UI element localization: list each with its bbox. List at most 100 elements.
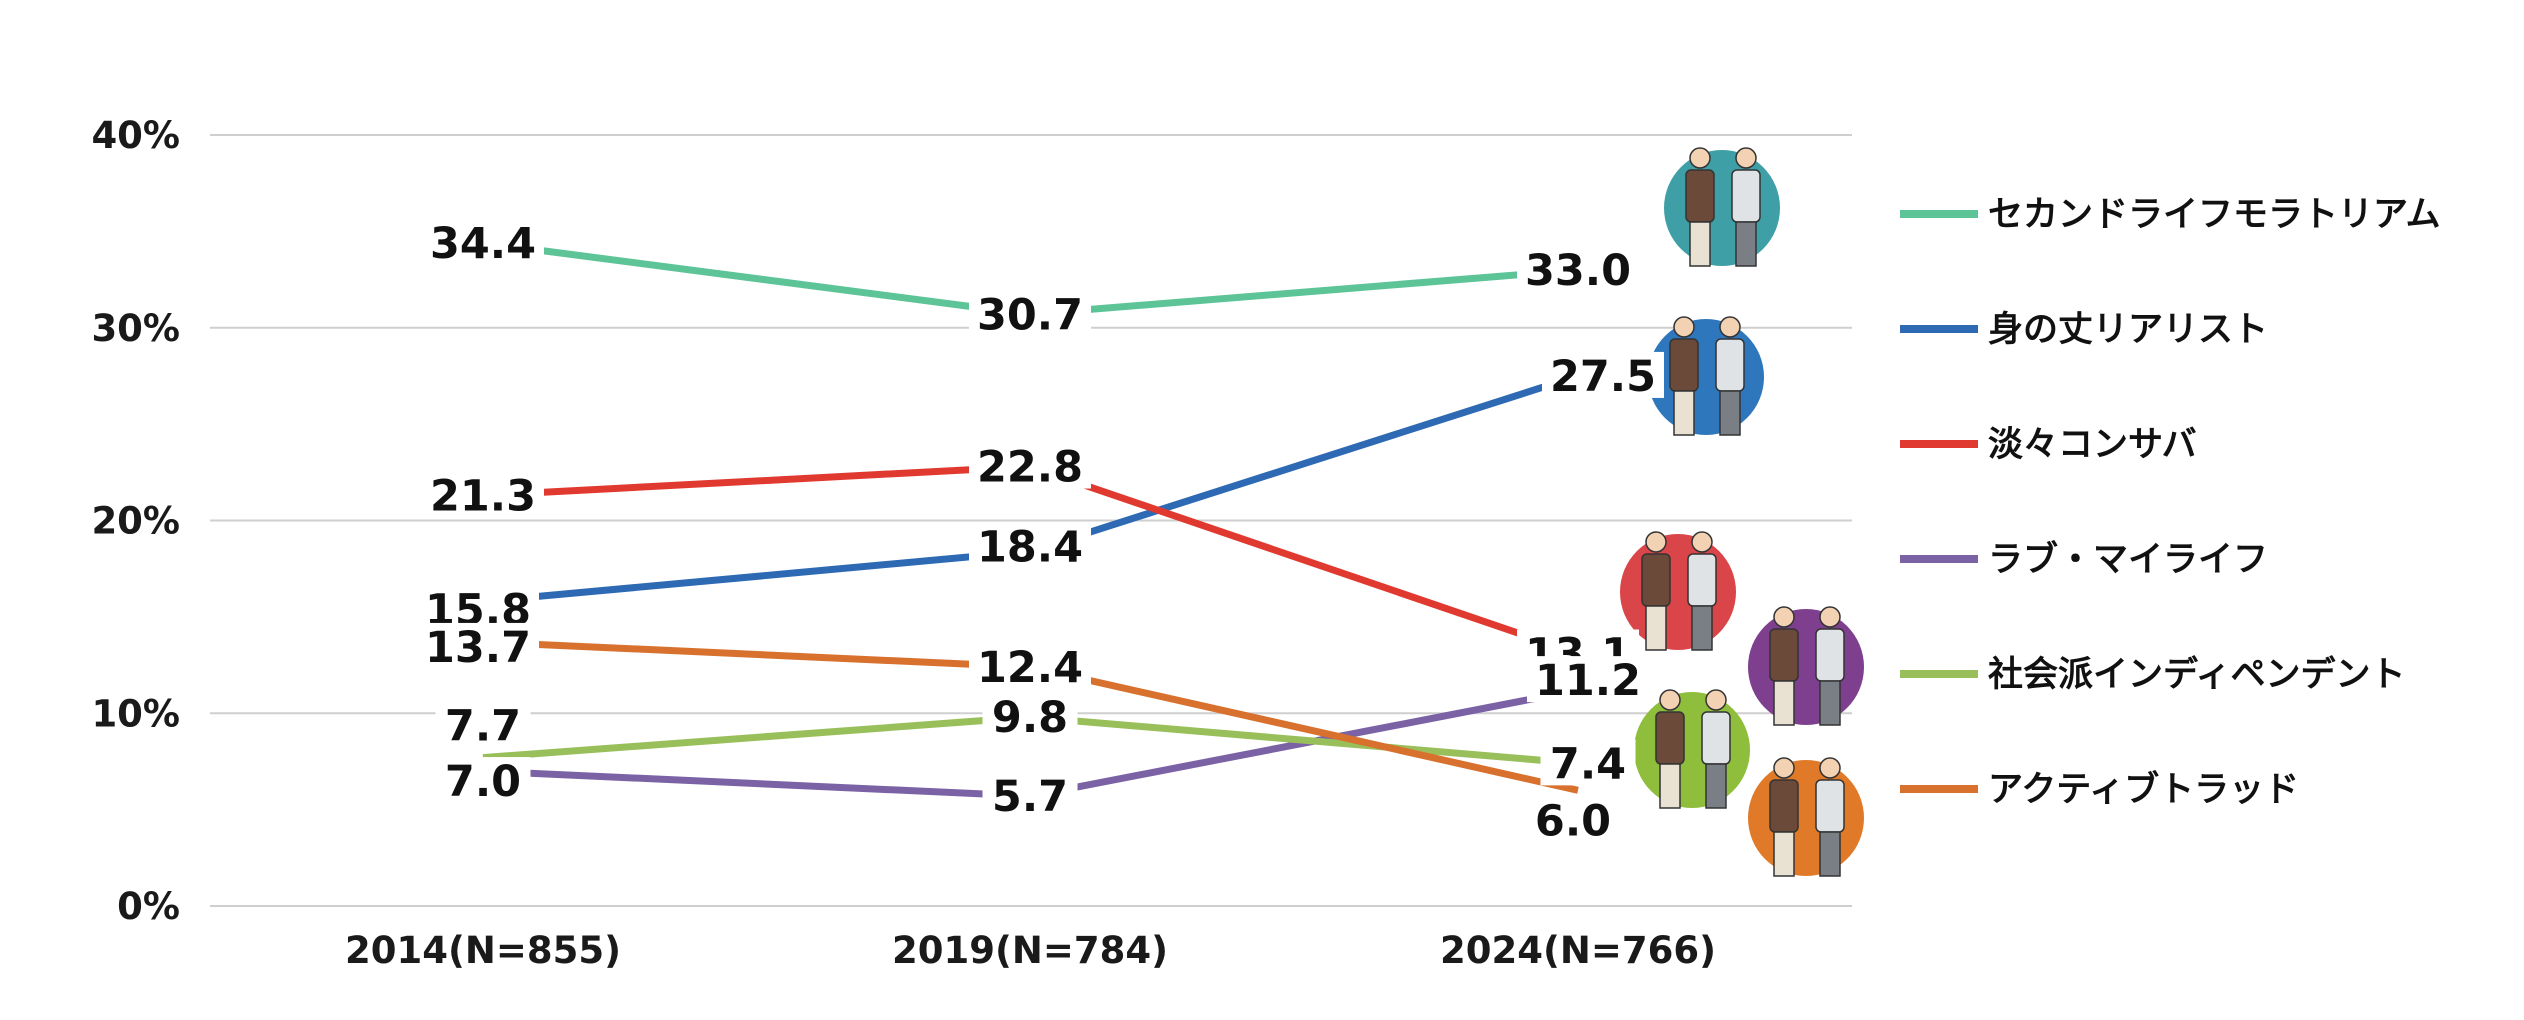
couple-illustration-3 [1620, 531, 1736, 651]
data-label-backing [1527, 656, 1649, 703]
person-legs [1819, 680, 1841, 726]
legend-item: ラブ・マイライフ [1900, 539, 2268, 580]
data-label-backing [422, 218, 544, 265]
data-label-backing [982, 693, 1078, 740]
person-head [1719, 316, 1741, 338]
data-label-backing [969, 290, 1091, 337]
data-labels: 34.430.733.015.818.427.521.322.813.17.0 5… [417, 218, 1664, 846]
y-axis: 0% 10% 20% 30% 40% [91, 114, 180, 928]
person-legs [1705, 763, 1727, 809]
data-label: 30.7 [977, 290, 1083, 340]
person-legs [1659, 763, 1681, 809]
data-label-backing [1542, 351, 1664, 398]
person-head [1689, 147, 1711, 169]
person-head [1773, 606, 1795, 628]
person-legs [1673, 390, 1695, 436]
data-label: 7.4 [1550, 739, 1626, 789]
data-label: 7.0 [445, 757, 521, 807]
data-label: 11.2 [1535, 656, 1641, 706]
data-label: 12.4 [977, 643, 1083, 693]
person-body [1815, 628, 1845, 682]
person-head [1673, 316, 1695, 338]
data-label: 13.7 [425, 623, 531, 673]
data-label-backing [422, 471, 544, 518]
legend-label: 淡々コンサバ [1988, 425, 2197, 465]
couple-illustration-6 [1748, 757, 1864, 877]
legend-item: 身の丈リアリスト [1900, 310, 2268, 350]
person-head [1735, 147, 1757, 169]
data-label-backing [1525, 796, 1621, 843]
person-body [1815, 779, 1845, 833]
person-body [1731, 169, 1761, 223]
legend-label: セカンドライフモラトリアム [1988, 195, 2441, 235]
data-label-backing [1540, 739, 1636, 786]
data-label: 9.8 [992, 693, 1068, 743]
person-body [1655, 711, 1685, 765]
data-label-backing [1517, 245, 1639, 292]
person-legs [1645, 605, 1667, 651]
legend-label: アクティブトラッド [1988, 769, 2299, 810]
person-legs [1773, 831, 1795, 877]
person-legs [1819, 831, 1841, 877]
x-axis: 2014(N=855) 2019(N=784) 2024(N=766) [345, 929, 1716, 972]
data-label-backing [969, 642, 1091, 689]
person-head [1691, 531, 1713, 553]
illustration-backdrop [1748, 760, 1864, 876]
legend-item: 社会派インディペンデント [1900, 654, 2406, 695]
data-label: 6.0 [1535, 796, 1611, 846]
person-head [1773, 757, 1795, 779]
data-label-backing [435, 701, 531, 748]
data-label: 27.5 [1550, 352, 1656, 402]
couple-illustration-4 [1748, 606, 1864, 726]
couple-illustration-2 [1648, 316, 1764, 436]
person-legs [1719, 390, 1741, 436]
person-head [1705, 689, 1727, 711]
couple-illustration-1 [1664, 147, 1780, 267]
person-body [1687, 553, 1717, 607]
person-legs [1689, 221, 1711, 267]
person-body [1685, 169, 1715, 223]
data-label: 22.8 [977, 443, 1083, 493]
person-head [1819, 606, 1841, 628]
illustration-backdrop [1748, 609, 1864, 725]
x-tick-label: 2019(N=784) [892, 929, 1168, 972]
y-tick-label: 40% [91, 114, 180, 157]
person-body [1669, 338, 1699, 392]
person-legs [1691, 605, 1713, 651]
data-label: 34.4 [430, 219, 536, 269]
data-label-backing [969, 522, 1091, 569]
illustration-backdrop [1664, 150, 1780, 266]
person-body [1769, 779, 1799, 833]
y-tick-label: 10% [91, 692, 180, 735]
person-head [1659, 689, 1681, 711]
couple-illustration-5 [1634, 689, 1750, 809]
illustrations [1620, 147, 1864, 877]
y-tick-label: 20% [91, 500, 180, 543]
data-label-backing [969, 442, 1091, 489]
legend: セカンドライフモラトリアム身の丈リアリスト淡々コンサバラブ・マイライフ社会派イン… [1900, 195, 2441, 810]
person-legs [1735, 221, 1757, 267]
legend-item: アクティブトラッド [1900, 769, 2299, 810]
person-legs [1773, 680, 1795, 726]
legend-item: セカンドライフモラトリアム [1900, 195, 2441, 235]
legend-item: 淡々コンサバ [1900, 425, 2197, 465]
person-body [1641, 553, 1671, 607]
legend-label: 社会派インディペンデント [1988, 654, 2406, 695]
illustration-backdrop [1634, 692, 1750, 808]
data-label: 21.3 [430, 471, 536, 521]
legend-label: 身の丈リアリスト [1988, 310, 2268, 350]
data-label: 5.7 [992, 772, 1068, 822]
person-body [1701, 711, 1731, 765]
person-body [1769, 628, 1799, 682]
data-label-backing [417, 622, 539, 669]
data-label: 7.7 [445, 702, 521, 752]
data-label: 33.0 [1525, 246, 1631, 296]
illustration-backdrop [1648, 319, 1764, 435]
data-label-backing [435, 757, 531, 804]
person-body [1715, 338, 1745, 392]
x-tick-label: 2024(N=766) [1440, 929, 1716, 972]
person-head [1645, 531, 1667, 553]
legend-label: ラブ・マイライフ [1988, 539, 2268, 580]
data-label-backing [982, 772, 1078, 819]
